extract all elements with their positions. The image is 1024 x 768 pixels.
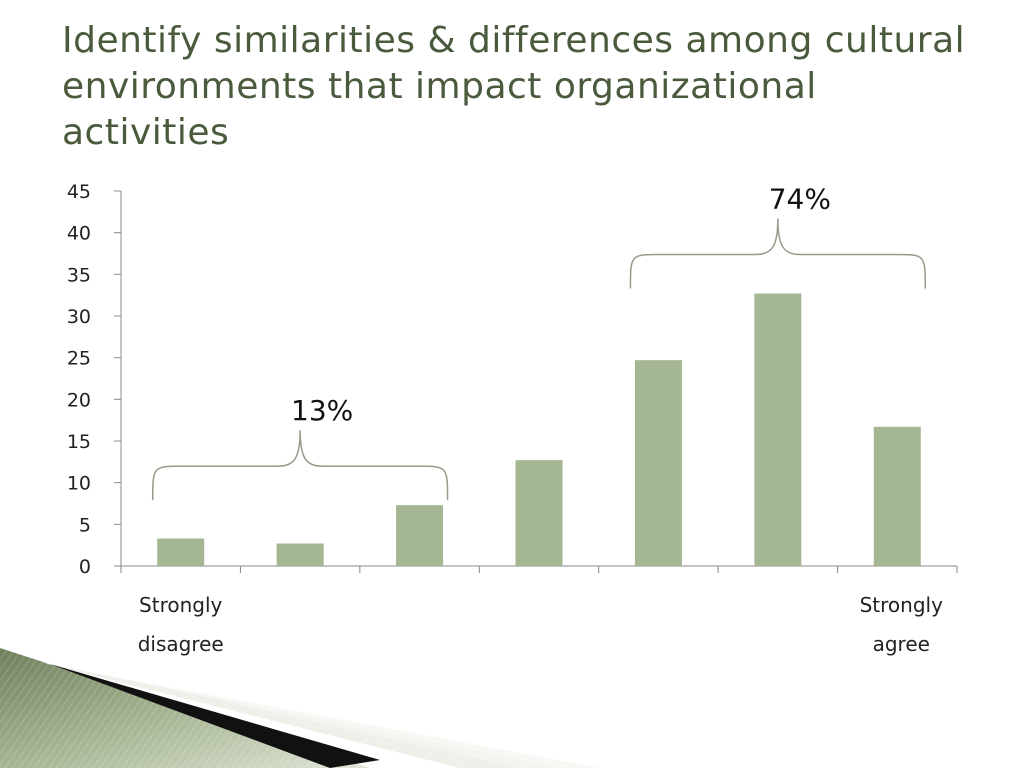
bar-7 bbox=[873, 426, 921, 566]
y-tick-label: 10 bbox=[67, 473, 91, 495]
y-tick-label: 0 bbox=[79, 556, 91, 578]
brace-1 bbox=[151, 430, 449, 501]
category-label-right: Strongly bbox=[860, 593, 943, 617]
bar-5 bbox=[634, 360, 682, 566]
y-tick-label: 20 bbox=[67, 389, 91, 411]
x-axis bbox=[120, 565, 958, 573]
slide-title: Identify similarities & differences amon… bbox=[62, 20, 966, 153]
y-axis: 0 5 10 15 20 25 30 35 40 45 bbox=[67, 181, 122, 578]
category-label-right: agree bbox=[873, 632, 930, 656]
y-tick-label: 30 bbox=[67, 306, 91, 328]
brace-2 bbox=[629, 218, 927, 289]
category-label-left: Strongly bbox=[139, 593, 222, 617]
y-tick-label: 5 bbox=[79, 514, 91, 536]
bar-2 bbox=[276, 543, 324, 566]
y-tick-label: 40 bbox=[67, 223, 91, 245]
bar-1 bbox=[157, 538, 205, 566]
annotation-label: 74% bbox=[769, 183, 831, 216]
category-labels: Strongly disagree Strongly agree bbox=[138, 593, 943, 656]
category-label-left: disagree bbox=[138, 632, 224, 656]
bars bbox=[157, 293, 921, 566]
annotations: 13% 74% bbox=[151, 183, 927, 501]
bar-6 bbox=[754, 293, 802, 566]
y-tick-label: 25 bbox=[67, 348, 91, 370]
annotation-label: 13% bbox=[291, 394, 353, 427]
y-tick-label: 35 bbox=[67, 264, 91, 286]
y-tick-label: 45 bbox=[67, 181, 91, 203]
bar-4 bbox=[515, 460, 563, 566]
bar-3 bbox=[396, 505, 444, 566]
y-tick-label: 15 bbox=[67, 431, 91, 453]
